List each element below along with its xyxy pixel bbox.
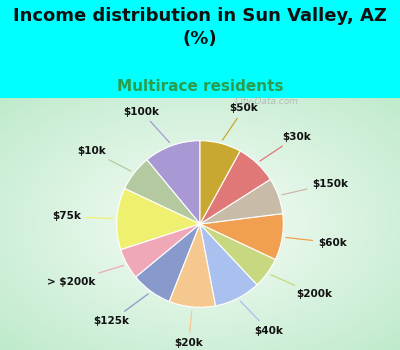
Wedge shape <box>200 214 283 259</box>
Wedge shape <box>200 141 240 224</box>
Text: $40k: $40k <box>240 301 283 336</box>
Text: > $200k: > $200k <box>47 265 124 287</box>
Wedge shape <box>200 179 283 224</box>
Text: Multirace residents: Multirace residents <box>117 79 283 94</box>
Text: Income distribution in Sun Valley, AZ
(%): Income distribution in Sun Valley, AZ (%… <box>13 7 387 48</box>
Wedge shape <box>200 151 270 224</box>
Wedge shape <box>136 224 200 301</box>
Wedge shape <box>200 224 257 306</box>
Wedge shape <box>121 224 200 277</box>
Text: $200k: $200k <box>271 275 333 299</box>
Text: $150k: $150k <box>282 178 348 195</box>
Text: $100k: $100k <box>124 106 170 143</box>
Text: $50k: $50k <box>222 103 258 140</box>
Wedge shape <box>147 141 200 224</box>
Text: $30k: $30k <box>260 132 310 161</box>
Text: $75k: $75k <box>52 211 113 222</box>
Wedge shape <box>117 189 200 250</box>
Text: $60k: $60k <box>286 238 347 248</box>
Text: $10k: $10k <box>77 146 131 171</box>
Wedge shape <box>125 160 200 224</box>
Text: City-Data.com: City-Data.com <box>235 97 299 106</box>
Wedge shape <box>169 224 216 307</box>
Text: $20k: $20k <box>174 311 203 348</box>
Wedge shape <box>200 224 275 285</box>
Text: $125k: $125k <box>94 294 148 326</box>
